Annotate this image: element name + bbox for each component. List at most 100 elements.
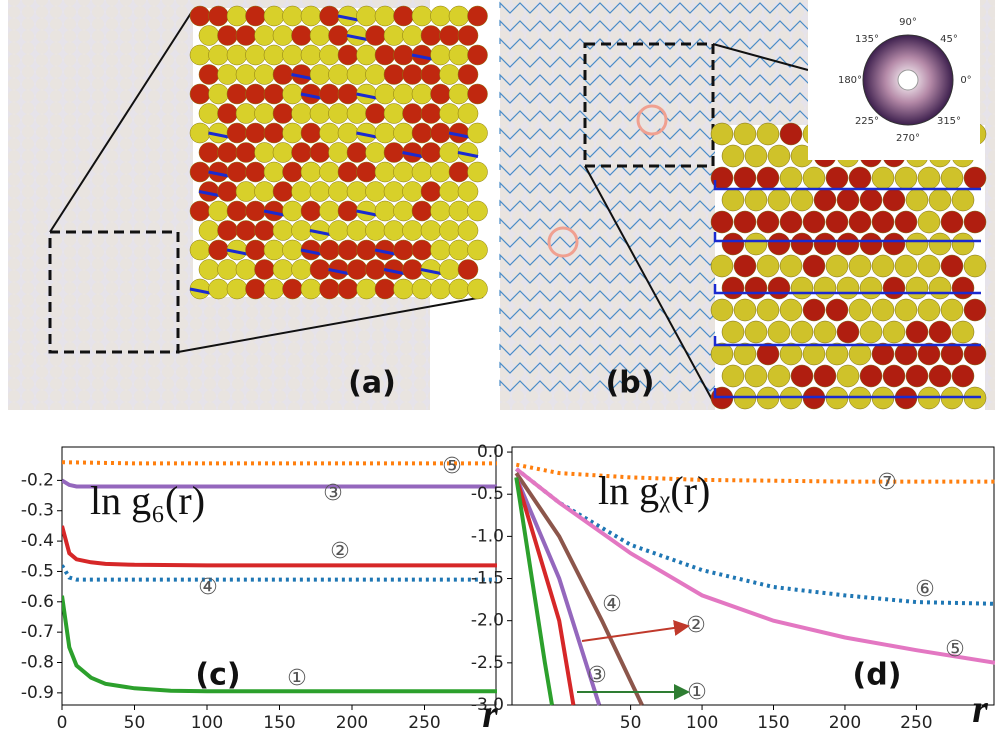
sphere <box>837 233 859 255</box>
sphere <box>421 104 441 124</box>
sphere <box>711 255 733 277</box>
sphere <box>292 143 312 163</box>
sphere <box>468 201 488 221</box>
sphere <box>264 162 284 182</box>
series-label: ② <box>330 539 350 564</box>
sphere <box>357 162 377 182</box>
sphere <box>941 211 963 233</box>
sphere <box>918 343 940 365</box>
panel-label: (b) <box>606 366 655 401</box>
sphere <box>711 343 733 365</box>
sphere <box>849 299 871 321</box>
sphere <box>458 104 478 124</box>
sphere <box>440 104 460 124</box>
sphere <box>301 6 321 26</box>
sphere <box>320 201 340 221</box>
sphere <box>431 84 451 104</box>
sphere <box>218 221 238 241</box>
sphere <box>722 277 744 299</box>
sphere <box>458 221 478 241</box>
sphere <box>347 104 367 124</box>
sphere <box>384 26 404 46</box>
sphere <box>837 365 859 387</box>
sphere <box>255 143 275 163</box>
sphere <box>301 279 321 299</box>
sphere <box>431 279 451 299</box>
sphere <box>301 45 321 65</box>
sphere <box>255 260 275 280</box>
sphere <box>906 321 928 343</box>
sphere <box>375 201 395 221</box>
sphere <box>711 123 733 145</box>
sphere <box>273 143 293 163</box>
sphere <box>883 189 905 211</box>
series-line <box>62 565 497 579</box>
sphere <box>310 104 330 124</box>
sphere <box>394 279 414 299</box>
sphere <box>895 255 917 277</box>
sphere <box>757 255 779 277</box>
sphere <box>384 143 404 163</box>
sphere <box>264 279 284 299</box>
sphere <box>412 279 432 299</box>
y-tick-label: -0.9 <box>21 683 54 703</box>
sphere <box>283 162 303 182</box>
sphere <box>283 45 303 65</box>
sphere <box>895 167 917 189</box>
sphere <box>190 201 210 221</box>
sphere <box>394 123 414 143</box>
sphere <box>236 260 256 280</box>
sphere <box>394 240 414 260</box>
sphere <box>301 123 321 143</box>
sphere <box>366 182 386 202</box>
sphere <box>837 321 859 343</box>
series-label: ⑤ <box>442 454 462 479</box>
sphere <box>209 240 229 260</box>
sphere <box>199 143 219 163</box>
chart: 501001502002500.0-0.5-1.0-1.5-2.0-2.5-3.… <box>471 442 995 733</box>
sphere <box>384 104 404 124</box>
sphere <box>320 279 340 299</box>
sphere <box>722 189 744 211</box>
wheel-angle: 225° <box>855 116 879 127</box>
series-line <box>516 477 552 705</box>
sphere <box>292 104 312 124</box>
sphere <box>357 6 377 26</box>
sphere <box>952 365 974 387</box>
series-line <box>62 596 497 692</box>
x-axis-label: r <box>972 686 988 731</box>
sphere <box>366 260 386 280</box>
sphere <box>347 65 367 85</box>
sphere <box>883 321 905 343</box>
sphere <box>190 6 210 26</box>
sphere <box>236 182 256 202</box>
sphere <box>264 123 284 143</box>
sphere <box>246 279 266 299</box>
sphere <box>929 189 951 211</box>
sphere <box>952 233 974 255</box>
sphere <box>375 123 395 143</box>
sphere <box>745 189 767 211</box>
sphere <box>227 84 247 104</box>
sphere <box>431 123 451 143</box>
sphere <box>918 211 940 233</box>
sphere <box>264 84 284 104</box>
sphere <box>431 240 451 260</box>
sphere <box>768 145 790 167</box>
sphere <box>394 201 414 221</box>
sphere <box>190 240 210 260</box>
sphere <box>458 260 478 280</box>
sphere <box>412 6 432 26</box>
sphere <box>941 299 963 321</box>
sphere <box>964 255 986 277</box>
sphere <box>227 45 247 65</box>
sphere <box>768 277 790 299</box>
sphere <box>301 201 321 221</box>
sphere <box>440 143 460 163</box>
sphere <box>421 143 441 163</box>
sphere <box>964 211 986 233</box>
sphere <box>952 277 974 299</box>
sphere <box>273 182 293 202</box>
sphere <box>255 65 275 85</box>
sphere <box>403 221 423 241</box>
